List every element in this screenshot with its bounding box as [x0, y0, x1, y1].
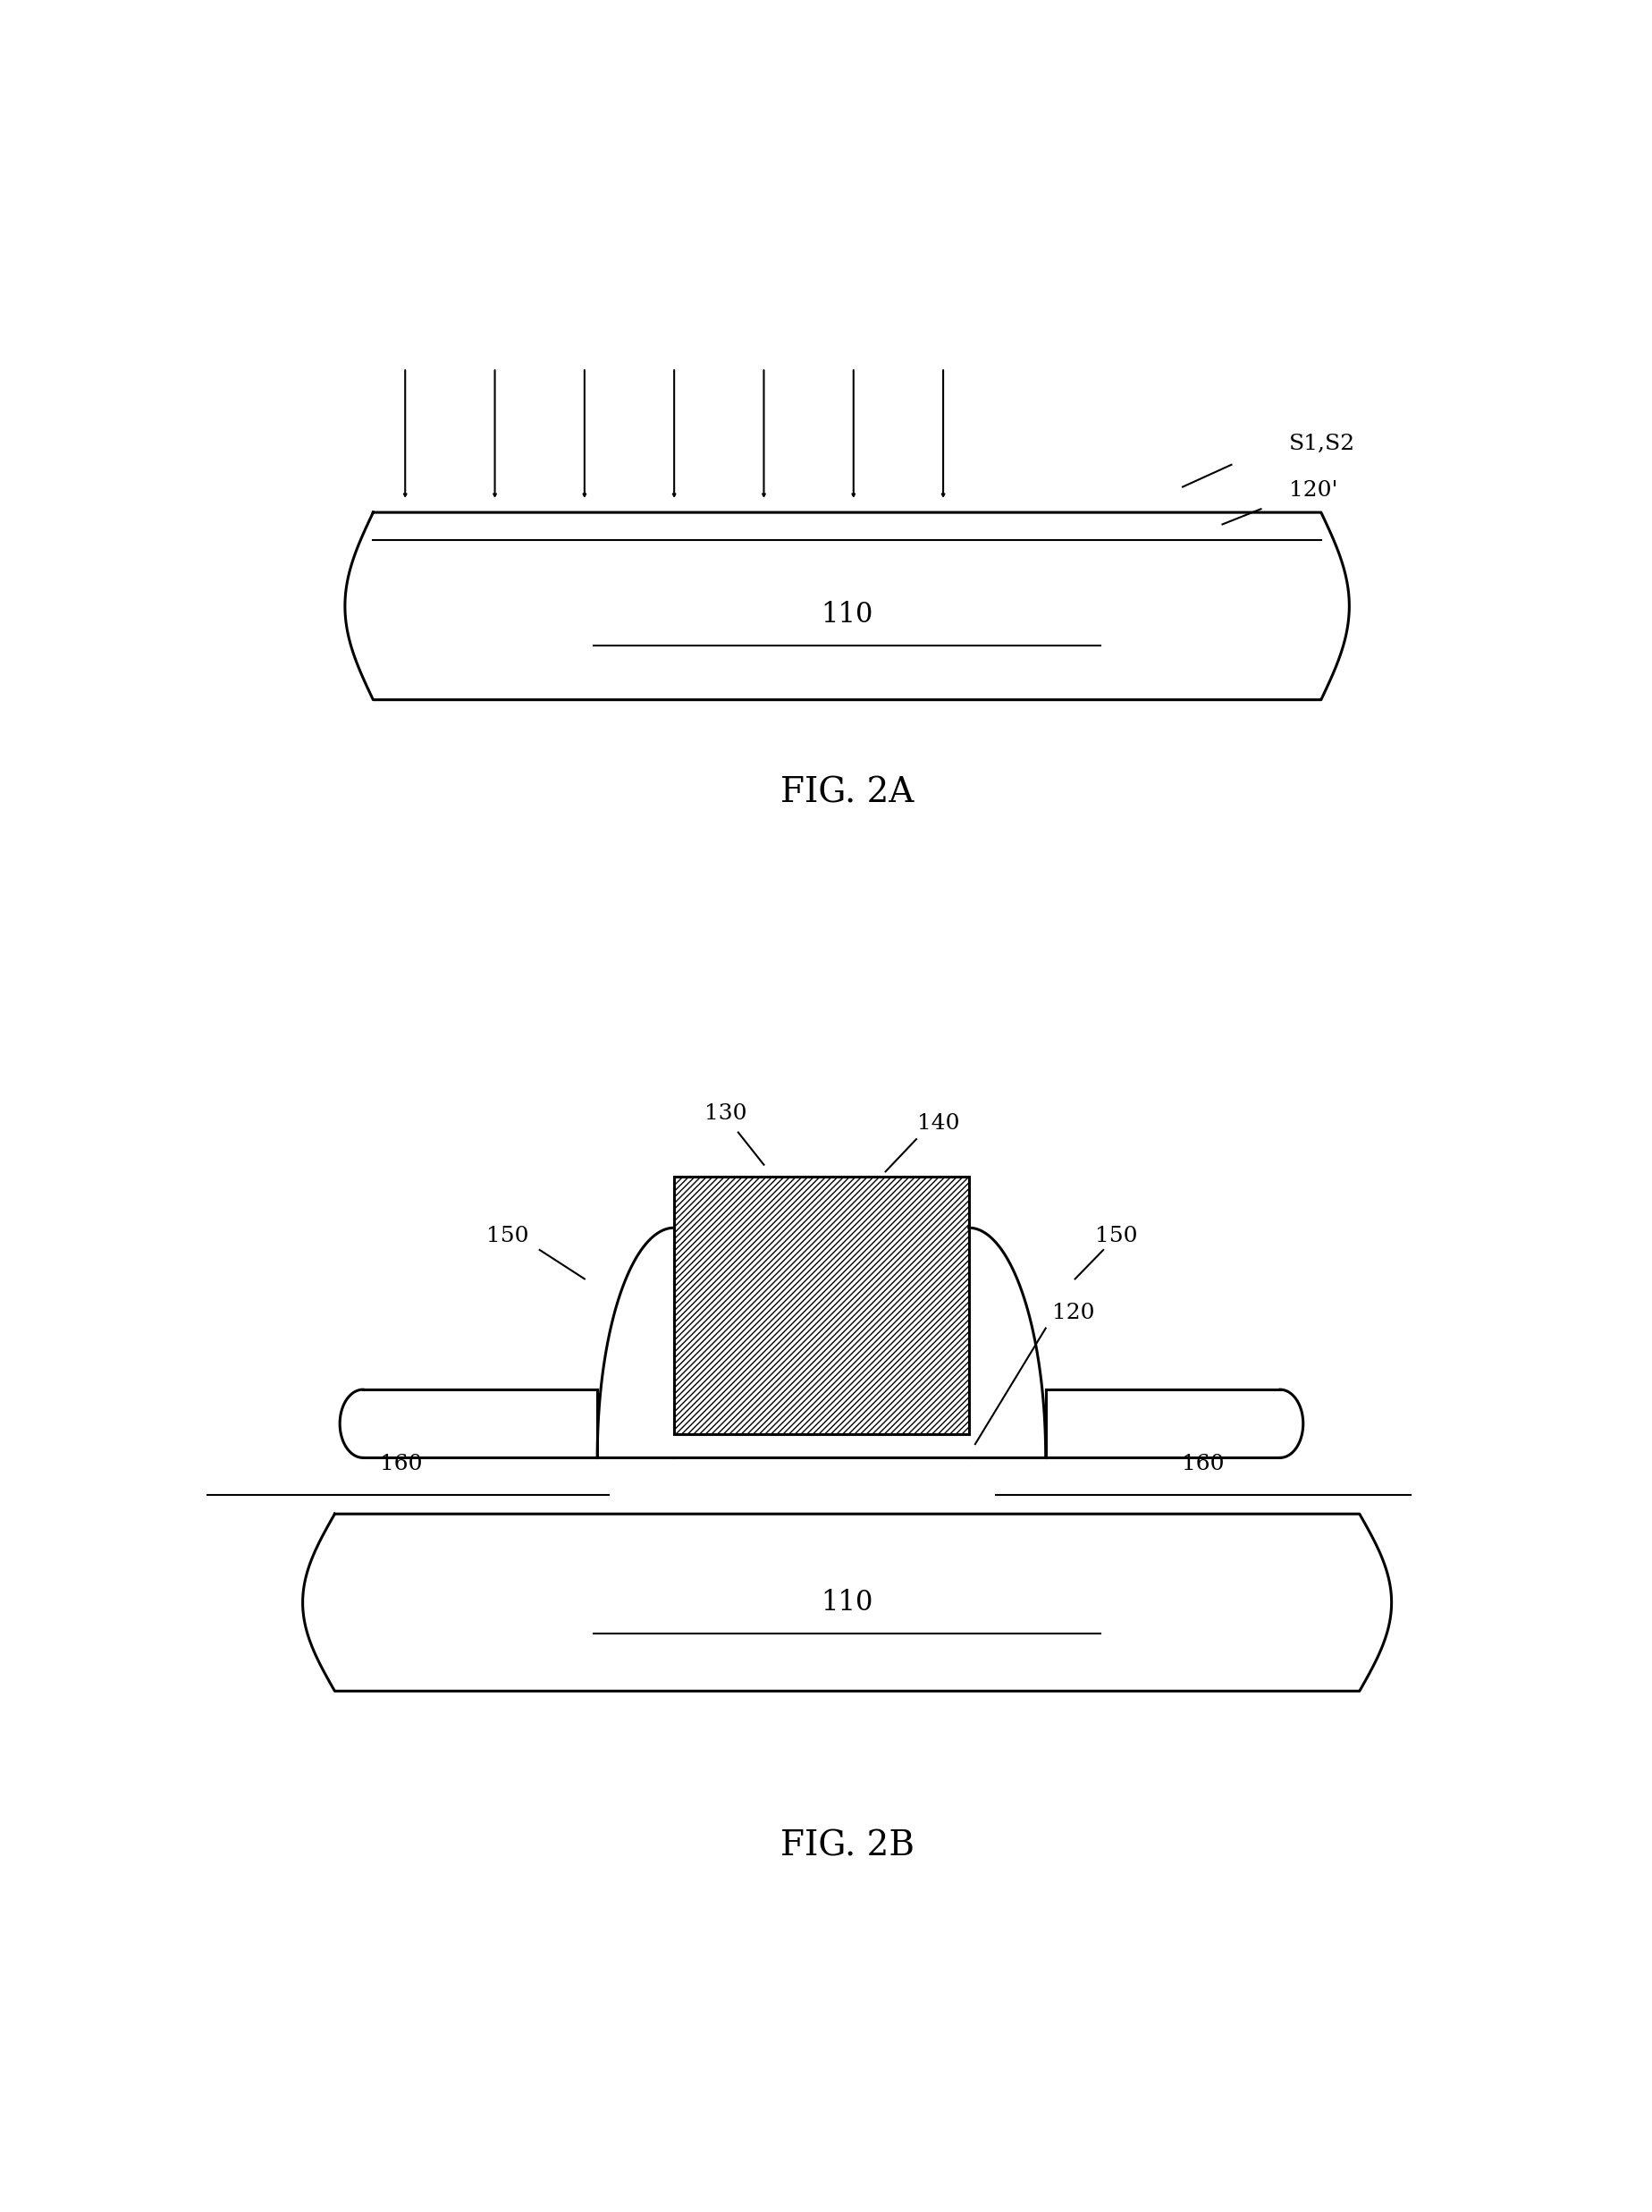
Text: 130: 130 [704, 1104, 747, 1124]
Text: 110: 110 [821, 1588, 872, 1617]
Text: 160: 160 [1181, 1453, 1224, 1475]
Text: S1,S2: S1,S2 [1289, 434, 1355, 453]
Text: FIG. 2A: FIG. 2A [780, 776, 914, 810]
Text: 150: 150 [486, 1225, 529, 1248]
Text: 140: 140 [917, 1113, 960, 1135]
Bar [674, 1177, 968, 1433]
Text: 150: 150 [1094, 1225, 1137, 1248]
Text: 120: 120 [1052, 1303, 1094, 1323]
Text: 110: 110 [821, 602, 872, 628]
Text: 160: 160 [380, 1453, 423, 1475]
Text: FIG. 2B: FIG. 2B [780, 1829, 914, 1863]
Text: 120': 120' [1289, 480, 1336, 500]
